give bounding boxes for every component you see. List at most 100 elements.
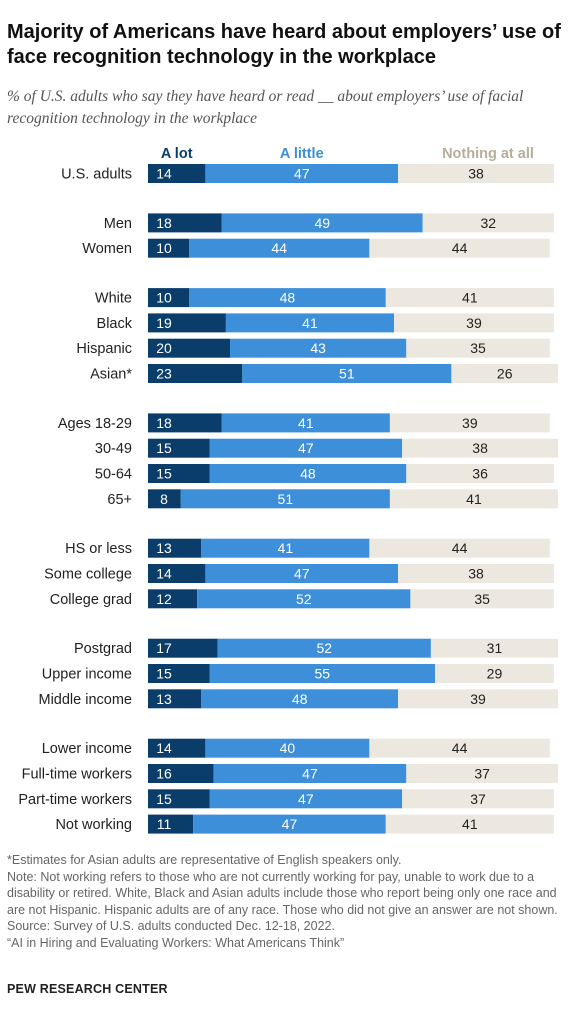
bar-segment-a-lot (148, 438, 210, 458)
data-label: 17 (156, 640, 172, 656)
category-label: 50-64 (95, 467, 132, 483)
data-label: 14 (156, 740, 172, 756)
bar-segment-a-lot (148, 738, 206, 758)
bar-segment-a-lot (148, 288, 189, 308)
note-source: Source: Survey of U.S. adults conducted … (7, 919, 335, 933)
bar-segment-a-little (205, 164, 399, 183)
note-asterisk: *Estimates for Asian adults are represen… (7, 853, 402, 867)
bar-segment-a-little (209, 664, 435, 683)
bar-segment-nothing-at-all (398, 689, 558, 709)
data-label: 41 (302, 315, 318, 331)
data-label: 41 (278, 540, 294, 556)
bar-segment-a-lot (148, 464, 210, 483)
data-label: 38 (468, 166, 484, 182)
bar-segment-a-lot (148, 789, 210, 809)
bar-segment-a-little (242, 364, 452, 383)
bar-segment-nothing-at-all (451, 364, 558, 383)
data-label: 52 (317, 640, 333, 656)
chart-subtitle: % of U.S. adults who say they have heard… (7, 88, 524, 127)
data-label: 14 (156, 566, 172, 582)
data-label: 15 (156, 466, 172, 482)
bar-segment-nothing-at-all (385, 288, 554, 308)
bar-segment-a-lot (148, 413, 222, 433)
category-label: Men (104, 216, 132, 232)
bar-segment-a-lot (148, 164, 206, 183)
data-label: 15 (156, 666, 172, 682)
legend-a-little: A little (280, 146, 324, 162)
bar-segment-a-lot (148, 489, 181, 509)
data-label: 13 (156, 540, 172, 556)
category-label: Black (97, 316, 133, 332)
data-label: 39 (466, 315, 482, 331)
data-label: 41 (462, 290, 478, 306)
category-label: Middle income (39, 692, 133, 708)
category-label: Ages 18-29 (58, 416, 132, 432)
bar-segment-a-little (221, 213, 423, 233)
data-label: 43 (310, 340, 326, 356)
data-label: 37 (474, 766, 490, 782)
bar-segment-a-little (225, 313, 394, 333)
data-label: 10 (156, 290, 172, 306)
data-label: 32 (481, 215, 497, 231)
data-label: 44 (452, 740, 468, 756)
data-label: 47 (294, 166, 310, 182)
data-label: 47 (282, 816, 298, 832)
bar-segment-a-little (209, 438, 403, 458)
data-label: 23 (156, 366, 172, 382)
data-label: 51 (278, 491, 294, 507)
data-label: 14 (156, 166, 172, 182)
category-label: Asian* (90, 367, 132, 383)
bar-segment-a-little (180, 489, 390, 509)
bar-segment-a-lot (148, 364, 243, 383)
category-label: Lower income (42, 741, 132, 757)
data-label: 41 (298, 415, 314, 431)
bar-segment-a-little (209, 789, 403, 809)
category-label: Not working (55, 817, 132, 833)
data-label: 20 (156, 340, 172, 356)
note-report-title: “AI in Hiring and Evaluating Workers: Wh… (7, 935, 345, 950)
data-label: 35 (474, 591, 490, 607)
data-label: 36 (472, 466, 488, 482)
data-label: 44 (452, 240, 468, 256)
data-label: 47 (302, 766, 318, 782)
bar-segment-a-lot (148, 589, 198, 609)
category-label: Women (82, 241, 132, 257)
data-label: 51 (339, 366, 355, 382)
data-label: 49 (314, 215, 330, 231)
data-label: 18 (156, 215, 172, 231)
legend-a-lot: A lot (161, 146, 193, 162)
data-label: 37 (470, 791, 486, 807)
bar-segment-a-little (217, 638, 431, 658)
category-label: U.S. adults (61, 167, 132, 183)
data-label: 47 (298, 440, 314, 456)
data-label: 52 (296, 591, 312, 607)
data-label: 18 (156, 415, 172, 431)
data-label: 40 (280, 740, 296, 756)
bar-segment-nothing-at-all (369, 538, 550, 558)
bar-segment-a-little (213, 764, 407, 783)
legend-nothing-at-all: Nothing at all (442, 146, 534, 162)
bar-segment-a-lot (148, 538, 202, 558)
category-label: White (95, 291, 132, 307)
bar-segment-nothing-at-all (410, 589, 554, 609)
category-label: Postgrad (74, 641, 132, 657)
bar-segment-a-little (205, 564, 399, 583)
bar-segment-a-little (221, 413, 390, 433)
bar-segment-a-lot (148, 313, 226, 333)
data-label: 35 (470, 340, 486, 356)
data-label: 16 (156, 766, 172, 782)
bar-segment-a-little (197, 589, 411, 609)
bar-segment-a-little (201, 689, 399, 709)
stacked-bar-chart: A lot A little Nothing at all U.S. adults 14… (18, 146, 558, 834)
category-label: 30-49 (95, 441, 132, 457)
bar-segment-a-little (205, 738, 370, 758)
bar-segment-nothing-at-all (394, 313, 554, 333)
category-label: Hispanic (76, 341, 132, 357)
data-label: 31 (487, 640, 503, 656)
bar-segment-a-little (209, 464, 407, 483)
data-label: 47 (298, 791, 314, 807)
bar-segment-nothing-at-all (406, 464, 554, 483)
bar-segment-nothing-at-all (402, 438, 558, 458)
category-label: Upper income (42, 667, 132, 683)
data-label: 11 (157, 816, 172, 832)
